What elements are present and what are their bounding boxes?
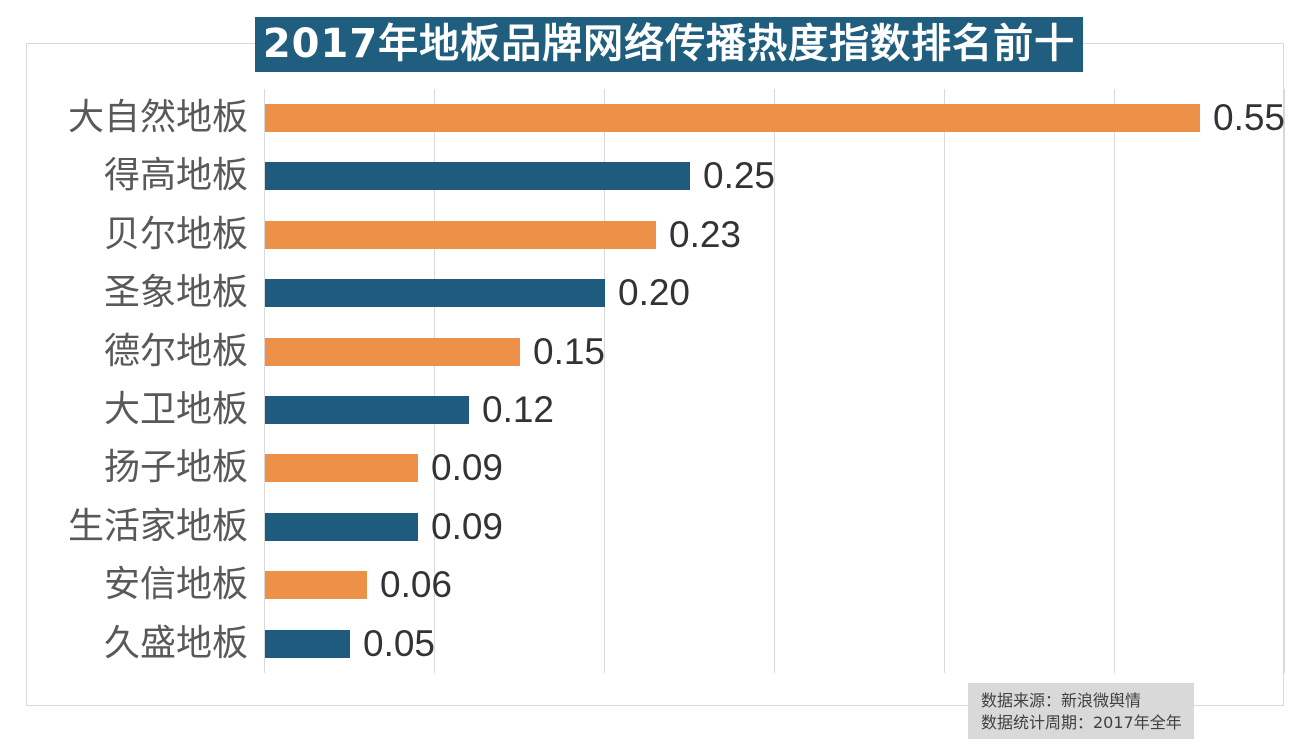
bar-row: 得高地板 0.25 [0, 147, 1314, 205]
bar [265, 513, 418, 541]
category-label: 贝尔地板 [103, 214, 248, 255]
value-label: 0.23 [669, 214, 742, 255]
category-label: 大卫地板 [103, 389, 248, 430]
bar [265, 338, 520, 366]
bar [265, 279, 605, 307]
value-label: 0.06 [380, 564, 453, 605]
category-label: 生活家地板 [67, 506, 248, 547]
bar [265, 104, 1200, 132]
category-label: 扬子地板 [103, 447, 248, 488]
bar [265, 454, 418, 482]
value-label: 0.09 [431, 447, 504, 488]
value-label: 0.09 [431, 506, 504, 547]
chart-title: 2017年地板品牌网络传播热度指数排名前十 [255, 17, 1083, 72]
gridline [264, 89, 265, 673]
value-label: 0.25 [703, 155, 776, 196]
category-label: 大自然地板 [67, 97, 248, 138]
bar-row: 安信地板 0.06 [0, 556, 1314, 614]
bar-row: 大卫地板 0.12 [0, 381, 1314, 439]
category-label: 安信地板 [103, 564, 248, 605]
bar [265, 571, 367, 599]
value-label: 0.55 [1213, 97, 1286, 138]
category-label: 得高地板 [103, 155, 248, 196]
bar [265, 630, 350, 658]
value-label: 0.20 [618, 272, 691, 313]
category-label: 德尔地板 [103, 331, 248, 372]
bar [265, 162, 690, 190]
category-label: 久盛地板 [103, 623, 248, 664]
plot-area [264, 89, 1285, 673]
gridline [1284, 89, 1285, 673]
value-label: 0.05 [363, 623, 436, 664]
bar-row: 德尔地板 0.15 [0, 323, 1314, 381]
bar-row: 扬子地板 0.09 [0, 439, 1314, 497]
gridline [434, 89, 435, 673]
gridline [774, 89, 775, 673]
bar [265, 221, 656, 249]
gridline [1114, 89, 1115, 673]
bar-row: 贝尔地板 0.23 [0, 206, 1314, 264]
data-period-text: 数据统计周期：2017年全年 [981, 713, 1182, 732]
data-source-text: 数据来源：新浪微舆情 [981, 691, 1142, 710]
data-source-box: 数据来源：新浪微舆情 数据统计周期：2017年全年 [968, 683, 1194, 739]
gridline [944, 89, 945, 673]
gridline [604, 89, 605, 673]
bar-row: 久盛地板 0.05 [0, 615, 1314, 673]
bar-row: 圣象地板 0.20 [0, 264, 1314, 322]
category-label: 圣象地板 [103, 272, 248, 313]
bar-row: 大自然地板 0.55 [0, 89, 1314, 147]
bar [265, 396, 469, 424]
bar-row: 生活家地板 0.09 [0, 498, 1314, 556]
value-label: 0.15 [533, 331, 606, 372]
value-label: 0.12 [482, 389, 555, 430]
